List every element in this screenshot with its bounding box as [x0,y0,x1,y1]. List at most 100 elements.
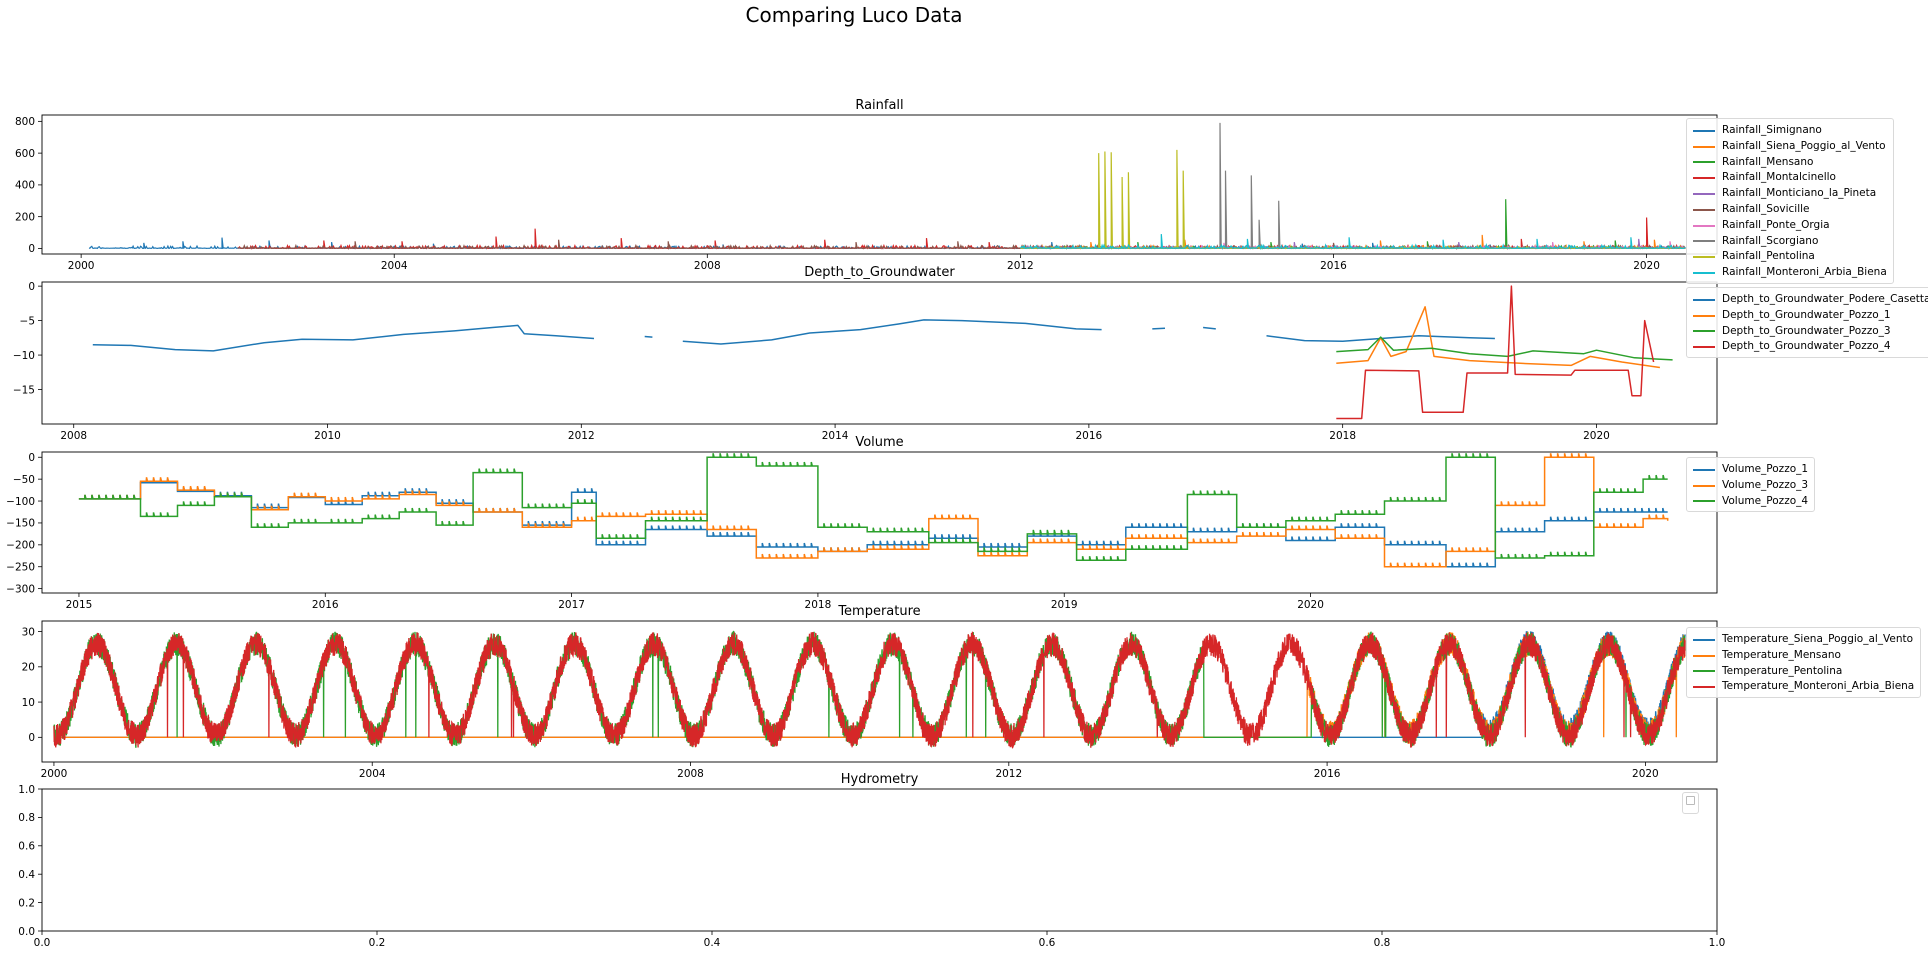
axes-frame [41,451,1718,594]
legend-swatch [1693,654,1715,657]
legend-swatch [1693,208,1715,211]
x-tick-label: 2016 [1314,768,1341,780]
legend-entry: Rainfall_Monteroni_Arbia_Biena [1693,265,1887,281]
legend-swatch [1693,686,1715,689]
series-Depth_to_Groundwater_Pozzo_4 [1336,285,1655,420]
legend-entry: Temperature_Siena_Poggio_al_Vento [1693,632,1914,648]
legend-entry: Temperature_Monteroni_Arbia_Biena [1693,679,1914,695]
panel-title: Temperature [837,604,920,619]
legend-entry: Depth_to_Groundwater_Pozzo_3 [1693,324,1928,340]
legend-0: Rainfall_Simignano Rainfall_Siena_Poggio_… [1686,118,1894,284]
x-tick-label: 2020 [1583,430,1610,442]
legend-label: Volume_Pozzo_4 [1722,494,1809,507]
legend-swatch [1693,272,1715,275]
series-Temperature_Monteroni_Arbia_Biena [53,631,1686,749]
y-tick-label: 0.0 [18,926,35,938]
y-tick-label: −300 [6,583,35,595]
y-tick-label: 0.8 [18,812,35,824]
x-tick-label: 2000 [68,260,95,272]
y-tick-label: −50 [13,474,35,486]
legend-entry: Rainfall_Monticiano_la_Pineta [1693,186,1887,202]
legend-4 [1682,792,1699,814]
legend-swatch [1693,484,1715,487]
y-tick-label: 0 [28,243,35,255]
series-Rainfall_Scorgiano [1020,122,1686,250]
legend-swatch [1693,145,1715,148]
series-Rainfall_Monteroni_Arbia_Biena [1019,234,1686,251]
legend-swatch [1693,314,1715,317]
panel-title: Volume [855,435,903,450]
legend-2: Volume_Pozzo_1 Volume_Pozzo_3 Volume_Pozzo… [1686,457,1816,513]
legend-label: Rainfall_Sovicille [1722,202,1810,215]
chart-panel-4: Hydrometry 0.0 0.2 0.4 0.6 0.8 1.0 0.0 0.2 0.4 0.6… [18,772,1725,949]
chart-panel-0: Rainfall 2000 2004 2008 2012 2016 2020 0 200 400 6… [15,98,1718,272]
x-tick-label: 2020 [1297,599,1324,611]
legend-entry: Depth_to_Groundwater_Pozzo_1 [1693,308,1928,324]
y-tick-label: 0.2 [18,897,35,909]
plot-area [78,453,1669,568]
legend-entry: Rainfall_Sovicille [1693,202,1887,218]
y-tick-label: 0 [28,452,35,464]
legend-3: Temperature_Siena_Poggio_al_Vento Tempera… [1686,627,1922,699]
legend-swatch [1693,330,1715,333]
y-tick-label: 0.6 [18,841,35,853]
figure-title: Comparing Luco Data [745,3,963,27]
legend-swatch [1693,129,1715,132]
x-tick-label: 0.6 [1039,937,1056,949]
series-Rainfall_Montalcinello [237,217,1686,251]
x-tick-label: 2008 [677,768,704,780]
legend-label: Depth_to_Groundwater_Pozzo_3 [1722,324,1891,337]
legend-swatch [1693,256,1715,259]
legend-swatch [1693,638,1715,641]
series-Rainfall_Pentolina [1020,149,1686,250]
chart-panel-2: Volume 2015 2016 2017 2018 2019 2020 0 −50 −100 −1… [6,435,1718,611]
legend-swatch [1693,670,1715,673]
x-tick-label: 2000 [41,768,68,780]
legend-swatch [1693,500,1715,503]
x-tick-label: 1.0 [1709,937,1726,949]
legend-entry: Temperature_Mensano [1693,648,1914,664]
y-tick-label: −10 [13,350,35,362]
series-Depth_to_Groundwater_Pozzo_1 [1336,306,1661,369]
x-tick-label: 2012 [568,430,595,442]
legend-label: Temperature_Pentolina [1722,664,1843,677]
legend-label: Rainfall_Pentolina [1722,250,1815,263]
x-tick-label: 2012 [995,768,1022,780]
legend-label: Rainfall_Scorgiano [1722,234,1819,247]
legend-swatch [1693,161,1715,164]
plot-area [92,285,1673,420]
x-tick-label: 2004 [359,768,386,780]
x-tick-label: 2016 [1320,260,1347,272]
x-tick-label: 2016 [1076,430,1103,442]
legend-swatch [1693,468,1715,471]
x-tick-label: 0.0 [34,937,51,949]
y-tick-label: −100 [6,496,35,508]
legend-entry: Depth_to_Groundwater_Podere_Casetta [1693,292,1928,308]
legend-label: Rainfall_Mensano [1722,155,1814,168]
x-tick-label: 2016 [312,599,339,611]
legend-entry: Volume_Pozzo_4 [1693,494,1808,510]
axes-frame [41,114,1718,255]
legend-label: Temperature_Monteroni_Arbia_Biena [1722,680,1915,693]
legend-entry: Rainfall_Ponte_Orgia [1693,218,1887,234]
x-tick-label: 2004 [381,260,408,272]
y-tick-label: 0 [28,281,35,293]
x-tick-label: 2014 [822,430,849,442]
x-tick-label: 2019 [1051,599,1078,611]
legend-label: Rainfall_Monticiano_la_Pineta [1722,187,1877,200]
y-tick-label: 200 [15,211,35,223]
x-tick-label: 2008 [60,430,87,442]
y-tick-label: −250 [6,562,35,574]
x-tick-label: 2008 [694,260,721,272]
legend-label: Temperature_Siena_Poggio_al_Vento [1722,633,1914,645]
plot-area [88,122,1686,251]
legend-empty-marker [1686,796,1695,805]
legend-1: Depth_to_Groundwater_Podere_Casetta Depth… [1686,287,1928,359]
y-tick-label: 800 [15,116,35,128]
x-tick-label: 2015 [66,599,93,611]
series-Rainfall_Sovicille [237,239,1686,251]
y-tick-label: 400 [15,180,35,192]
y-tick-label: 30 [22,626,35,638]
y-tick-label: −5 [20,315,35,327]
y-tick-label: 10 [22,697,35,709]
